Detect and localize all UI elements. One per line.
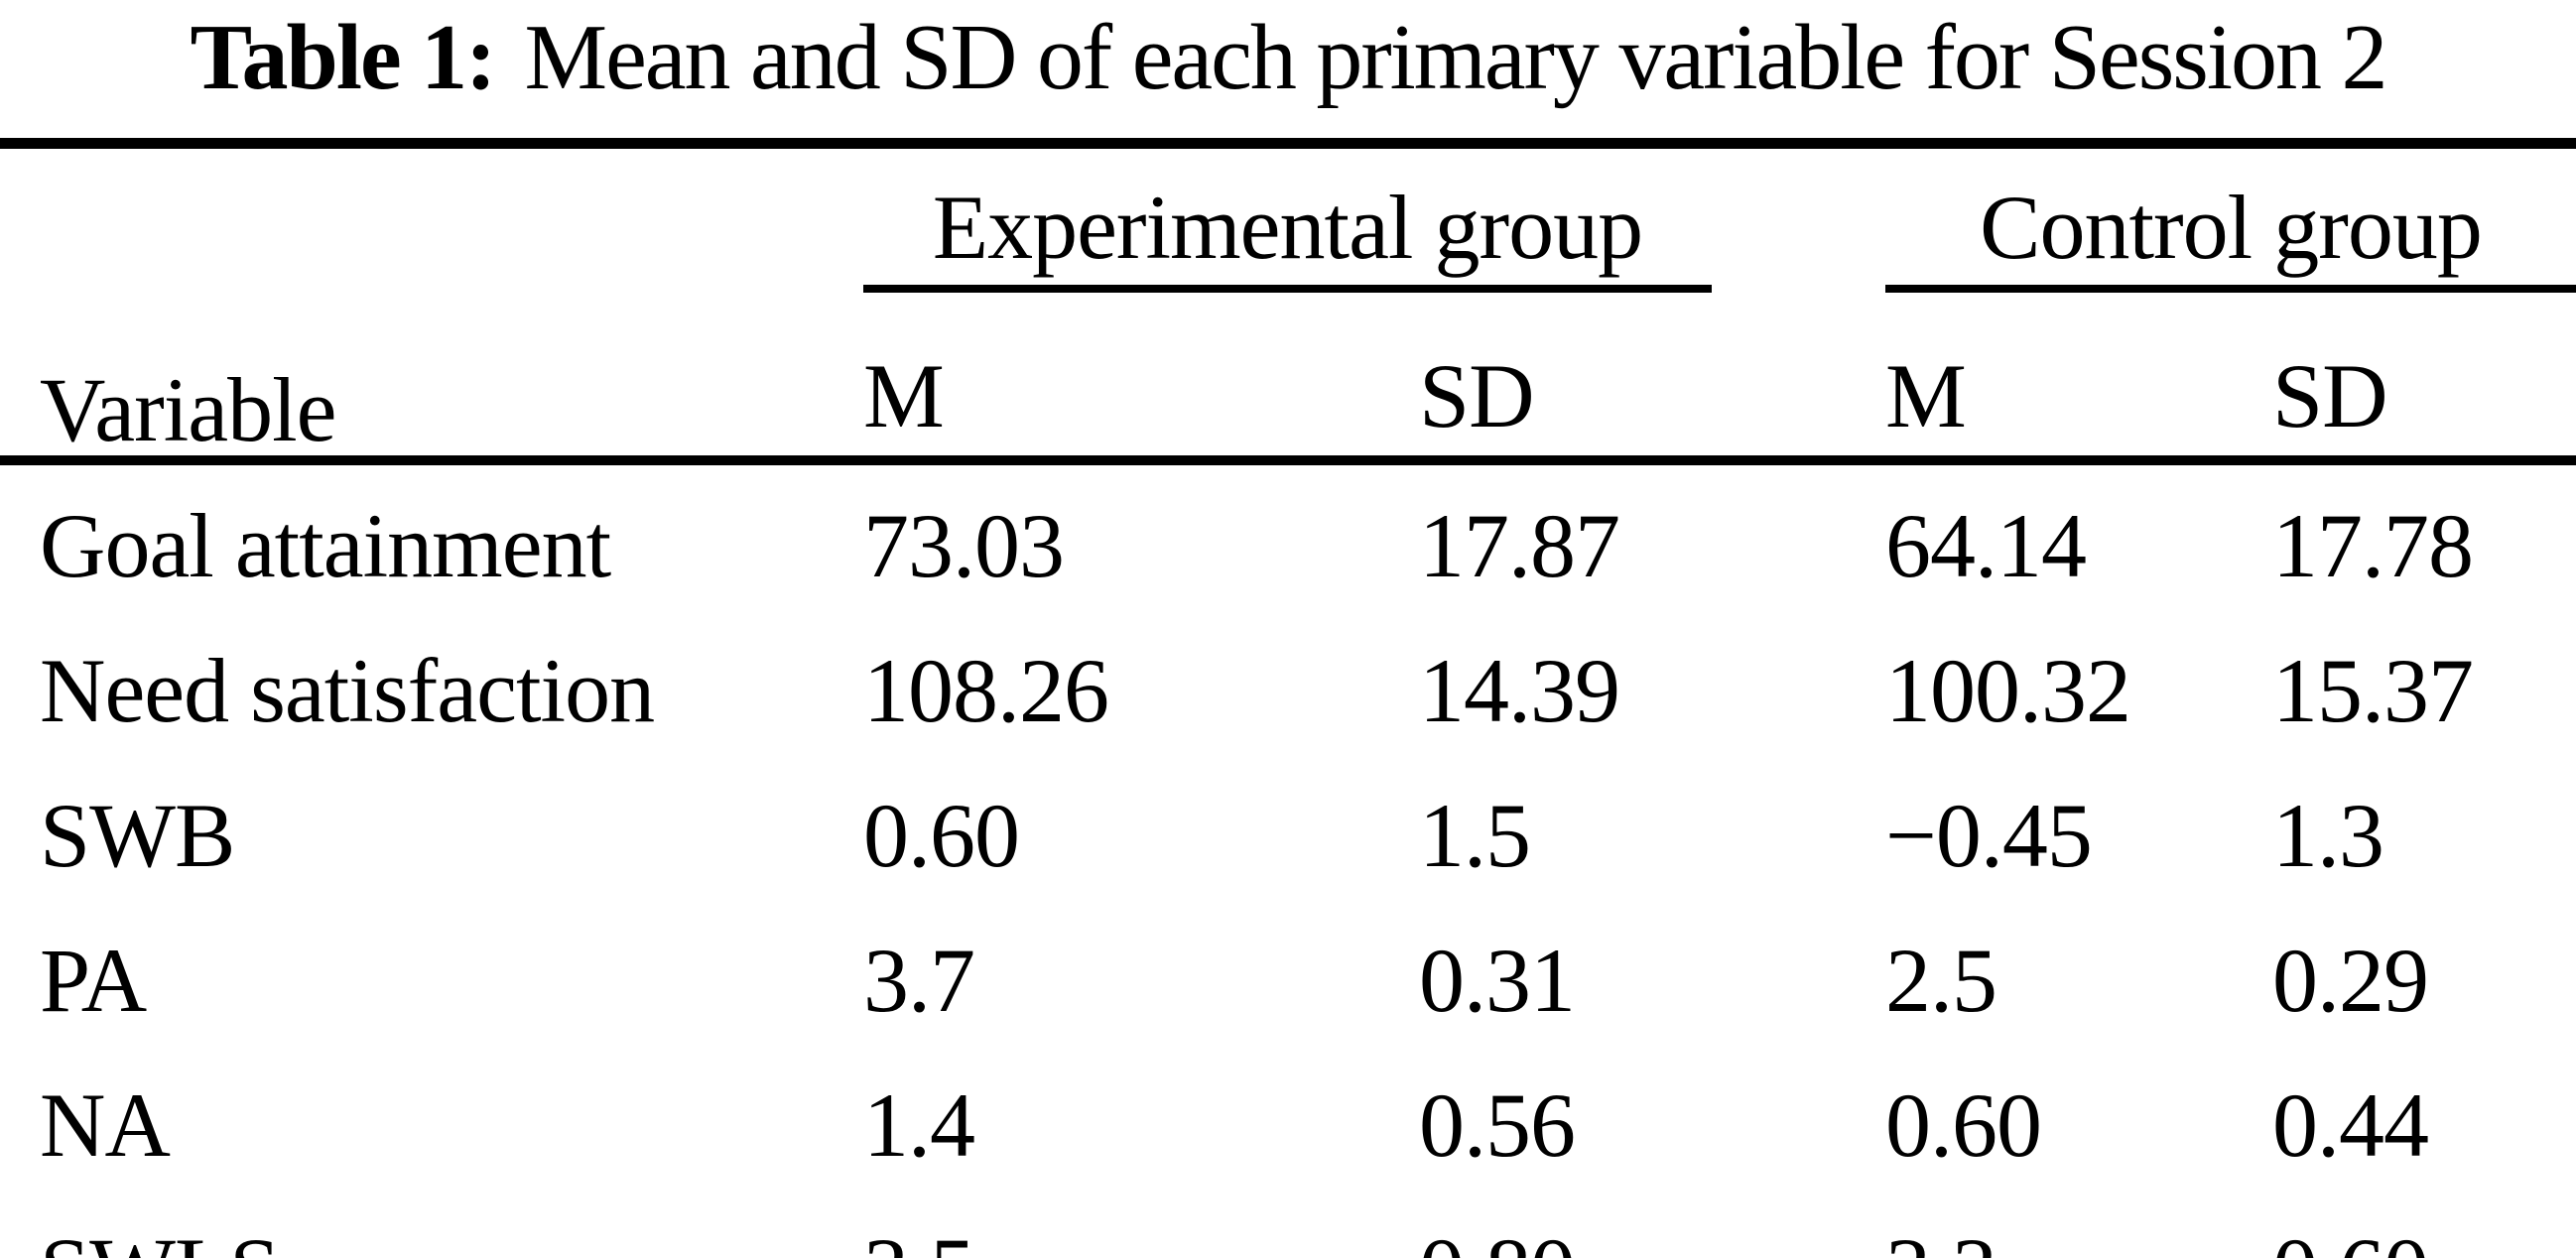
cell-exp-mean: 1.4 [863,1073,975,1176]
ctrl-mean-header: M [1885,293,2272,465]
cell-exp-mean: 3.5 [863,1190,1419,1258]
table-row-na: NA 1.4 0.56 0.60 0.44 [0,1045,2576,1190]
cell-ctrl-sd: 15.37 [2272,639,2474,741]
cell-ctrl-sd: 1.3 [2272,784,2384,886]
ctrl-sd-header: SD [2272,293,2576,465]
row-label: Need satisfaction [40,639,655,741]
table-caption: Table 1: Mean and SD of each primary vari… [0,4,2576,111]
subheader-row: M SD M SD [0,293,2576,465]
cell-ctrl-mean: −0.45 [1885,784,2093,886]
cell-exp-sd: 1.5 [1419,784,1531,886]
cell-exp-mean: 73.03 [863,494,1065,596]
cell-ctrl-sd: 17.78 [2272,494,2474,596]
row-label: SWLS [0,1190,863,1258]
cell-exp-sd: 0.80 [1419,1190,1885,1258]
exp-mean-header: M [863,293,1419,465]
cell-ctrl-sd: 0.60 [2272,1190,2576,1258]
cell-exp-sd: 17.87 [1419,494,1620,596]
cell-exp-mean: 3.7 [863,929,975,1031]
stats-table: Variable Experimental group Control grou… [0,138,2576,1258]
cell-ctrl-mean: 0.60 [1885,1073,2042,1176]
row-label: PA [40,929,147,1031]
control-group-label: Control group [1980,177,2483,278]
cell-ctrl-sd: 0.29 [2272,929,2429,1031]
experimental-group-header-cell: Experimental group [863,144,1885,293]
variable-column-header: Variable [0,143,863,465]
cell-ctrl-mean: 2.5 [1885,929,1997,1031]
row-label: NA [40,1073,171,1176]
table-row-swls: SWLS 3.5 0.80 3.3 0.60 [0,1190,2576,1258]
exp-sd-header: SD [1419,293,1885,465]
table-row-pa: PA 3.7 0.31 2.5 0.29 [0,900,2576,1045]
control-group-header-cell: Control group [1885,144,2576,293]
table-caption-text: Mean and SD of each primary variable for… [524,6,2387,109]
row-label: Goal attainment [40,494,611,596]
experimental-group-label: Experimental group [932,177,1643,278]
table-row-goal-attainment: Goal attainment 73.03 17.87 64.14 17.78 [0,460,2576,610]
experimental-group-spanner-rule: Experimental group [863,182,1712,293]
table-row-swb: SWB 0.60 1.5 −0.45 1.3 [0,755,2576,900]
cell-exp-sd: 0.56 [1419,1073,1576,1176]
cell-exp-sd: 14.39 [1419,639,1620,741]
cell-exp-sd: 0.31 [1419,929,1576,1031]
cell-exp-mean: 0.60 [863,784,1020,886]
group-header-row: Variable Experimental group Control grou… [0,143,2576,465]
table-row-need-satisfaction: Need satisfaction 108.26 14.39 100.32 15… [0,610,2576,755]
cell-ctrl-sd: 0.44 [2272,1073,2429,1176]
table-caption-label: Table 1: [190,6,496,109]
row-label: SWB [40,784,235,886]
cell-exp-mean: 108.26 [863,639,1109,741]
control-group-spanner-rule: Control group [1885,182,2576,293]
cell-ctrl-mean: 100.32 [1885,639,2131,741]
cell-ctrl-mean: 3.3 [1885,1190,2272,1258]
cell-ctrl-mean: 64.14 [1885,494,2087,596]
